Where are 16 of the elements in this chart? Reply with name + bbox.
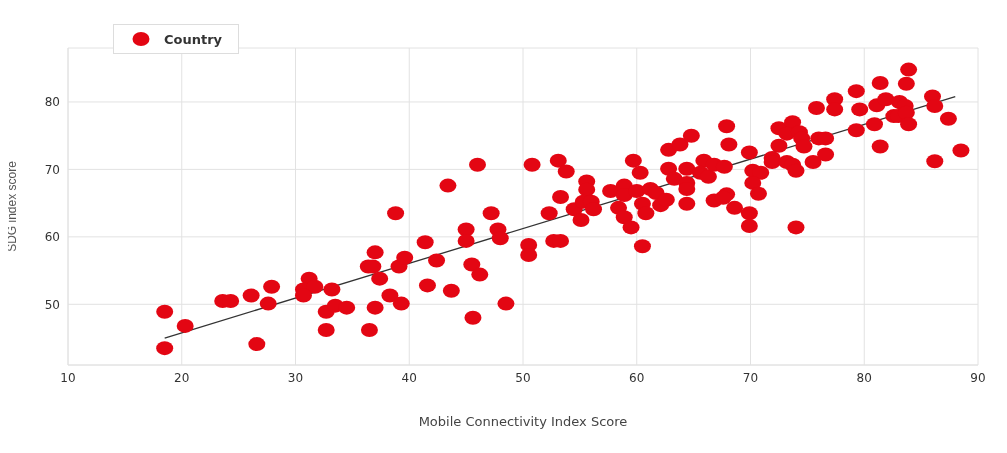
y-tick-label: 70: [44, 162, 60, 177]
y-tick-label: 50: [44, 297, 60, 312]
x-tick-label: 60: [629, 370, 645, 385]
x-tick-label: 40: [401, 370, 417, 385]
x-tick-label: 10: [60, 370, 76, 385]
x-tick-label: 50: [515, 370, 531, 385]
x-tick-label: 80: [856, 370, 872, 385]
x-tick-label: 20: [174, 370, 190, 385]
y-tick-label: 60: [44, 230, 60, 245]
legend-label: Country: [163, 31, 223, 47]
y-axis-title: SDG index score: [5, 160, 20, 252]
x-tick-label: 30: [287, 370, 304, 385]
y-tick-label: 80: [44, 95, 60, 110]
x-axis-title: Mobile Connectivity Index Score: [418, 414, 628, 430]
x-tick-label: 90: [970, 370, 986, 385]
x-tick-label: 70: [742, 370, 759, 385]
